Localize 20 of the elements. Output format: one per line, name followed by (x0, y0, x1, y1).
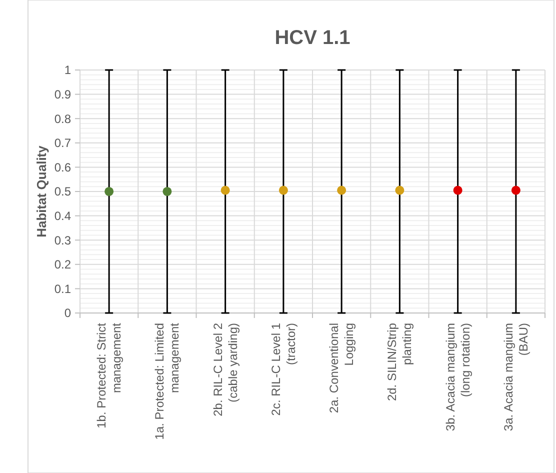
y-tick-label: 0.5 (54, 184, 72, 199)
chart-title: HCV 1.1 (274, 27, 350, 49)
y-tick-label: 1 (64, 63, 72, 78)
y-tick-label: 0.3 (54, 233, 72, 248)
y-tick-label: 0.9 (54, 88, 72, 102)
y-tick-label: 0.4 (54, 209, 72, 223)
x-tick-label: 3a. Acacia mangium (BAU) (501, 323, 530, 432)
x-tick-label: 3b. Acacia mangium (long rotation) (443, 323, 472, 432)
y-tick-label: 0.7 (54, 136, 72, 150)
y-tick-label: 0.8 (54, 112, 72, 126)
x-tick-label: 2d. SILIN/Strip planting (385, 322, 414, 402)
x-tick-label: 2a. Conventional Logging (327, 323, 356, 414)
y-tick-label: 0.1 (54, 282, 72, 296)
x-tick-label: 2c. RIL-C Level 1 (tractor) (268, 322, 298, 416)
x-tick-label: 2b. RIL-C Level 2 (cable yarding) (210, 322, 240, 416)
x-tick-label: 1b. Protected: Strict management (94, 322, 124, 428)
y-tick-label: 0 (64, 306, 72, 320)
y-tick-label: 0.6 (54, 160, 72, 174)
y-tick-label: 0.2 (54, 258, 72, 272)
y-axis-title: Habitat Quality (34, 144, 49, 238)
